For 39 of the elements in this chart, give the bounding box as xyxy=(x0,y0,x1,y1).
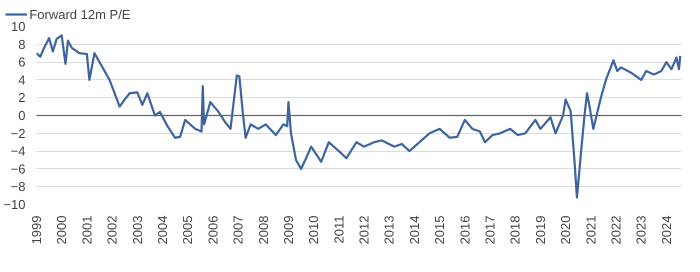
x-tick-label: 2024 xyxy=(658,216,674,244)
y-tick-label: 10 xyxy=(11,19,26,34)
y-tick-label: 8 xyxy=(18,36,26,52)
y-tick-label: −6 xyxy=(10,161,26,176)
x-tick-label: 2009 xyxy=(280,216,296,244)
y-tick-label: −8 xyxy=(10,179,26,194)
x-tick-label: 2019 xyxy=(532,216,548,244)
x-tick-label: 2012 xyxy=(356,216,372,244)
x-tick-label: 2020 xyxy=(558,216,574,244)
line-series xyxy=(36,34,682,198)
y-tick-label: 0 xyxy=(18,108,26,123)
x-tick-label: 2006 xyxy=(205,216,220,244)
x-tick-label: 2007 xyxy=(230,216,246,244)
x-tick-label: 2008 xyxy=(256,216,271,244)
x-tick-label: 2002 xyxy=(104,216,120,244)
x-tick-label: 2001 xyxy=(79,216,94,244)
x-tick-label: 2013 xyxy=(382,216,397,244)
y-tick-label: 4 xyxy=(18,72,26,88)
x-tick-label: 2011 xyxy=(331,215,346,244)
y-tick-label: −10 xyxy=(3,197,26,212)
x-tick-label: 2003 xyxy=(130,216,145,244)
x-tick-label: 2016 xyxy=(457,216,472,244)
x-tick-label: 2014 xyxy=(406,216,422,244)
legend-label: Forward 12m P/E xyxy=(29,6,130,22)
x-tick-label: 2005 xyxy=(180,216,196,244)
x-tick-label: 2015 xyxy=(432,216,448,244)
x-tick-label: 2022 xyxy=(608,216,624,244)
x-tick-label: 2010 xyxy=(306,216,322,244)
y-tick-label: −2 xyxy=(10,126,26,141)
x-tick-label: 2023 xyxy=(634,216,649,244)
x-tick-label: 2000 xyxy=(54,216,70,244)
x-tick-label: 2017 xyxy=(482,216,498,244)
x-tick-label: 2018 xyxy=(508,216,523,244)
y-tick-label: 2 xyxy=(18,90,26,106)
x-tick-label: 2021 xyxy=(583,216,598,244)
x-tick-label: 1999 xyxy=(29,216,44,244)
x-tick-label: 2004 xyxy=(154,216,170,244)
y-tick-label: 6 xyxy=(18,54,26,70)
y-tick-label: −4 xyxy=(10,144,26,159)
